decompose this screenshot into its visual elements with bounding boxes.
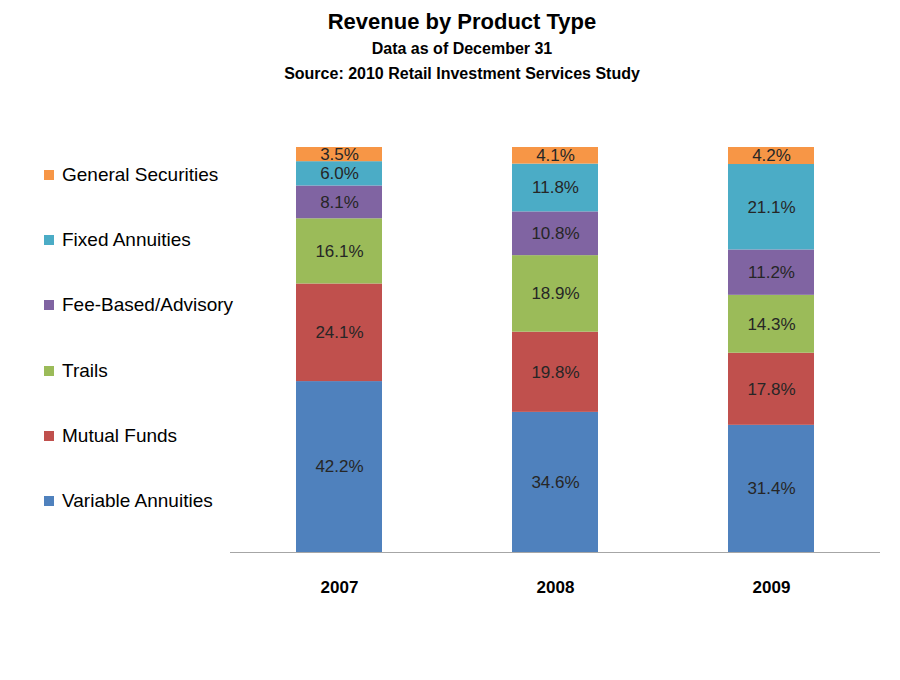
svg-text:17.8%: 17.8% <box>747 380 795 399</box>
svg-text:14.3%: 14.3% <box>747 315 795 334</box>
svg-text:16.1%: 16.1% <box>315 242 363 261</box>
html-text:Variable Annuities: Variable Annuities <box>62 489 213 511</box>
html-text:Fixed Annuities: Fixed Annuities <box>62 229 191 251</box>
svg-text:8.1%: 8.1% <box>320 193 359 212</box>
svg-text:6.0%: 6.0% <box>320 164 359 183</box>
svg-text:2009: 2009 <box>753 578 791 597</box>
svg-text:4.2%: 4.2% <box>752 146 791 165</box>
svg-text:3.5%: 3.5% <box>320 145 359 164</box>
html-text:Trails: Trails <box>62 359 108 381</box>
html-text:Mutual Funds: Mutual Funds <box>62 424 178 446</box>
html-text:General Securities: General Securities <box>62 164 219 185</box>
html-text:Source: 2010 Retail Investment: Source: 2010 Retail Investment Services … <box>284 65 640 82</box>
svg-text:21.1%: 21.1% <box>747 198 795 217</box>
svg-text:18.9%: 18.9% <box>531 284 579 303</box>
svg-text:10.8%: 10.8% <box>531 224 579 243</box>
svg-text:4.1%: 4.1% <box>536 146 575 165</box>
html-text:Fee-Based/Advisory: Fee-Based/Advisory <box>62 294 234 316</box>
svg-text:24.1%: 24.1% <box>315 323 363 342</box>
html-text:Data as of December 31: Data as of December 31 <box>371 40 553 57</box>
svg-text:11.2%: 11.2% <box>748 263 795 282</box>
svg-text:19.8%: 19.8% <box>531 363 579 382</box>
html-text:Revenue by Product Type: Revenue by Product Type <box>327 9 597 34</box>
svg-text:2008: 2008 <box>537 578 575 597</box>
svg-text:42.2%: 42.2% <box>315 457 363 476</box>
svg-text:34.6%: 34.6% <box>531 473 579 492</box>
svg-text:11.8%: 11.8% <box>532 178 579 197</box>
svg-text:2007: 2007 <box>321 578 359 597</box>
svg-text:31.4%: 31.4% <box>747 479 795 498</box>
